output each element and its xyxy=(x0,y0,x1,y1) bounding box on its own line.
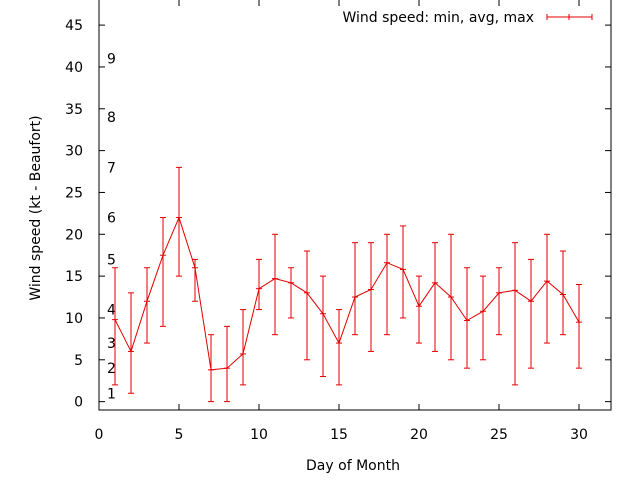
beaufort-label: 7 xyxy=(107,160,116,176)
beaufort-label: 4 xyxy=(107,303,116,319)
y-tick-label: 5 xyxy=(74,353,83,369)
beaufort-label: 9 xyxy=(107,52,116,68)
x-tick-label: 30 xyxy=(570,427,588,443)
y-axis-label: Wind speed (kt - Beaufort) xyxy=(28,115,44,300)
y-tick-label: 10 xyxy=(65,311,83,327)
x-tick-label: 10 xyxy=(250,427,268,443)
beaufort-label: 5 xyxy=(107,252,116,268)
y-tick-label: 15 xyxy=(65,269,83,285)
beaufort-label: 3 xyxy=(107,336,116,352)
beaufort-label: 2 xyxy=(107,361,116,377)
beaufort-label: 1 xyxy=(107,386,116,402)
y-tick-label: 20 xyxy=(65,227,83,243)
x-tick-label: 5 xyxy=(175,427,184,443)
beaufort-labels: 1 2 3 4 5 6 7 8 9 xyxy=(107,52,116,403)
y-tick-label: 0 xyxy=(74,395,83,411)
plot-border xyxy=(98,0,612,411)
y-tick-label: 45 xyxy=(65,18,83,34)
y-tick-label: 25 xyxy=(65,185,83,201)
legend-label: Wind speed: min, avg, max xyxy=(342,10,534,26)
x-tick-label: 25 xyxy=(490,427,508,443)
y-tick-label: 35 xyxy=(65,102,83,118)
legend: Wind speed: min, avg, max xyxy=(342,10,593,26)
beaufort-label: 8 xyxy=(107,110,116,126)
x-tick-label: 20 xyxy=(410,427,428,443)
y-tick-label: 30 xyxy=(65,144,83,160)
x-axis-label: Day of Month xyxy=(306,458,400,474)
y-tick-label: 40 xyxy=(65,60,83,76)
x-tick-label: 0 xyxy=(95,427,104,443)
data-layer xyxy=(112,166,582,403)
x-tick-label: 15 xyxy=(330,427,348,443)
beaufort-label: 6 xyxy=(107,211,116,227)
